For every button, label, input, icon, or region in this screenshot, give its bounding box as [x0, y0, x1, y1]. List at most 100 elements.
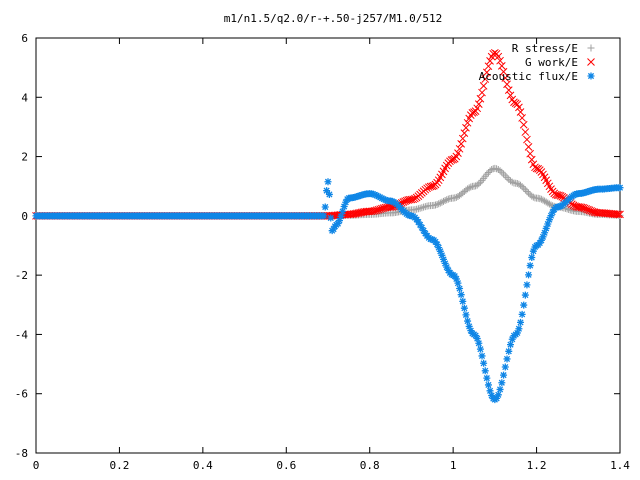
data-point	[459, 297, 467, 305]
data-point	[443, 196, 451, 204]
data-point	[486, 56, 494, 65]
data-point	[616, 210, 624, 219]
legend-label: Acoustic flux/E	[479, 70, 578, 83]
x-tick-label: 1.2	[527, 459, 547, 472]
data-point	[494, 391, 502, 399]
y-tick-label: 2	[21, 151, 28, 164]
data-point	[475, 180, 483, 188]
data-point	[518, 114, 526, 122]
data-point	[481, 367, 489, 375]
data-point	[433, 240, 441, 248]
data-point	[496, 385, 504, 393]
data-point	[499, 67, 508, 76]
data-point	[488, 166, 496, 174]
data-point	[549, 208, 557, 216]
data-point	[503, 355, 511, 363]
data-point	[497, 62, 506, 70]
data-point	[441, 197, 449, 205]
y-tick-label: -2	[15, 269, 28, 282]
series-2	[32, 178, 624, 404]
data-point	[460, 129, 469, 137]
data-point	[493, 394, 501, 402]
data-point	[616, 184, 624, 192]
data-point	[440, 255, 448, 263]
data-point	[476, 94, 485, 103]
data-point	[539, 233, 547, 241]
y-tick-label: 4	[21, 91, 28, 104]
data-point	[418, 224, 426, 232]
data-point	[444, 195, 452, 203]
series-layer	[32, 48, 624, 404]
data-point	[456, 285, 464, 293]
data-point	[505, 347, 513, 355]
data-point	[520, 301, 528, 309]
data-point	[451, 272, 459, 280]
data-point	[508, 335, 516, 343]
data-point	[519, 120, 528, 129]
data-point	[537, 236, 545, 244]
x-tick-label: 0.4	[193, 459, 213, 472]
x-tick-label: 1.4	[610, 459, 630, 472]
data-point	[472, 332, 480, 340]
x-tick-label: 1	[450, 459, 457, 472]
data-point	[327, 214, 335, 222]
data-point	[539, 196, 547, 204]
data-point	[527, 155, 536, 164]
data-point	[498, 168, 506, 176]
data-point	[435, 244, 443, 252]
data-point	[525, 189, 533, 197]
data-point	[517, 181, 525, 189]
y-tick-label: -6	[15, 388, 28, 401]
data-point	[436, 247, 444, 255]
data-point	[335, 217, 343, 225]
x-tick-label: 0.6	[276, 459, 296, 472]
data-point	[452, 193, 460, 201]
data-point	[320, 212, 328, 220]
y-tick-label: 0	[21, 210, 28, 223]
data-point	[323, 187, 331, 195]
data-point	[356, 208, 364, 217]
data-point	[521, 291, 529, 299]
data-point	[458, 134, 467, 143]
data-point	[465, 322, 473, 330]
data-point	[380, 195, 388, 203]
legend-label: G work/E	[525, 56, 578, 69]
data-point	[479, 82, 488, 90]
data-point	[506, 91, 515, 100]
data-point	[478, 88, 486, 97]
data-point	[537, 195, 545, 203]
x-tick-label: 0.8	[360, 459, 380, 472]
data-point	[523, 281, 531, 289]
data-point	[484, 168, 492, 176]
data-point	[354, 209, 363, 217]
data-point	[513, 329, 521, 337]
legend-marker	[587, 72, 595, 80]
data-point	[431, 238, 439, 246]
data-point	[494, 52, 503, 61]
data-point	[542, 224, 550, 232]
data-point	[529, 193, 537, 201]
data-point	[486, 387, 494, 395]
data-point	[484, 62, 493, 71]
x-tick-label: 0.2	[109, 459, 129, 472]
data-point	[414, 205, 422, 213]
data-point	[484, 381, 492, 389]
data-point	[503, 174, 511, 182]
data-point	[339, 207, 347, 215]
data-point	[513, 180, 521, 187]
legend-label: R stress/E	[512, 42, 578, 55]
data-point	[614, 210, 623, 219]
data-point	[536, 239, 544, 247]
data-point	[521, 128, 530, 136]
data-point	[455, 144, 464, 153]
data-point	[440, 197, 448, 205]
data-point	[444, 266, 452, 274]
data-point	[523, 135, 531, 144]
data-point	[516, 108, 525, 116]
data-point	[541, 229, 549, 237]
data-point	[526, 149, 535, 158]
data-point	[451, 194, 459, 202]
data-point	[457, 140, 466, 148]
data-point	[441, 259, 449, 267]
